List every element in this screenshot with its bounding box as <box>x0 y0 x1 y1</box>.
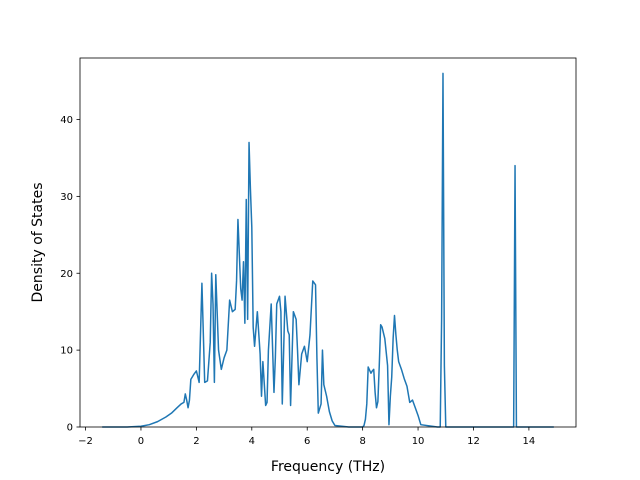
plot-layer <box>102 72 554 428</box>
y-tick-label: 40 <box>60 115 73 126</box>
y-tick-label: 20 <box>60 269 73 280</box>
x-tick-label: 2 <box>193 436 199 447</box>
x-tick-label: 12 <box>467 436 480 447</box>
y-tick-label: 0 <box>67 423 73 434</box>
y-axis-label: Density of States <box>30 183 46 303</box>
x-tick-label: 8 <box>359 436 365 447</box>
x-axis-label: Frequency (THz) <box>271 459 385 475</box>
x-tick-label: 6 <box>304 436 310 447</box>
y-tick-label: 30 <box>60 192 73 203</box>
x-tick-label: 14 <box>523 436 536 447</box>
x-tick-label: 0 <box>138 436 144 447</box>
plot-frame <box>79 57 577 428</box>
dos-series-line <box>102 72 554 428</box>
x-tick-label: 4 <box>249 436 255 447</box>
x-tick-label: −2 <box>78 436 93 447</box>
y-tick-label: 10 <box>60 346 73 357</box>
ticks-layer: −2 0 2 4 6 8 10 12 14 0 10 20 30 40 <box>60 115 535 447</box>
x-tick-label: 10 <box>412 436 425 447</box>
